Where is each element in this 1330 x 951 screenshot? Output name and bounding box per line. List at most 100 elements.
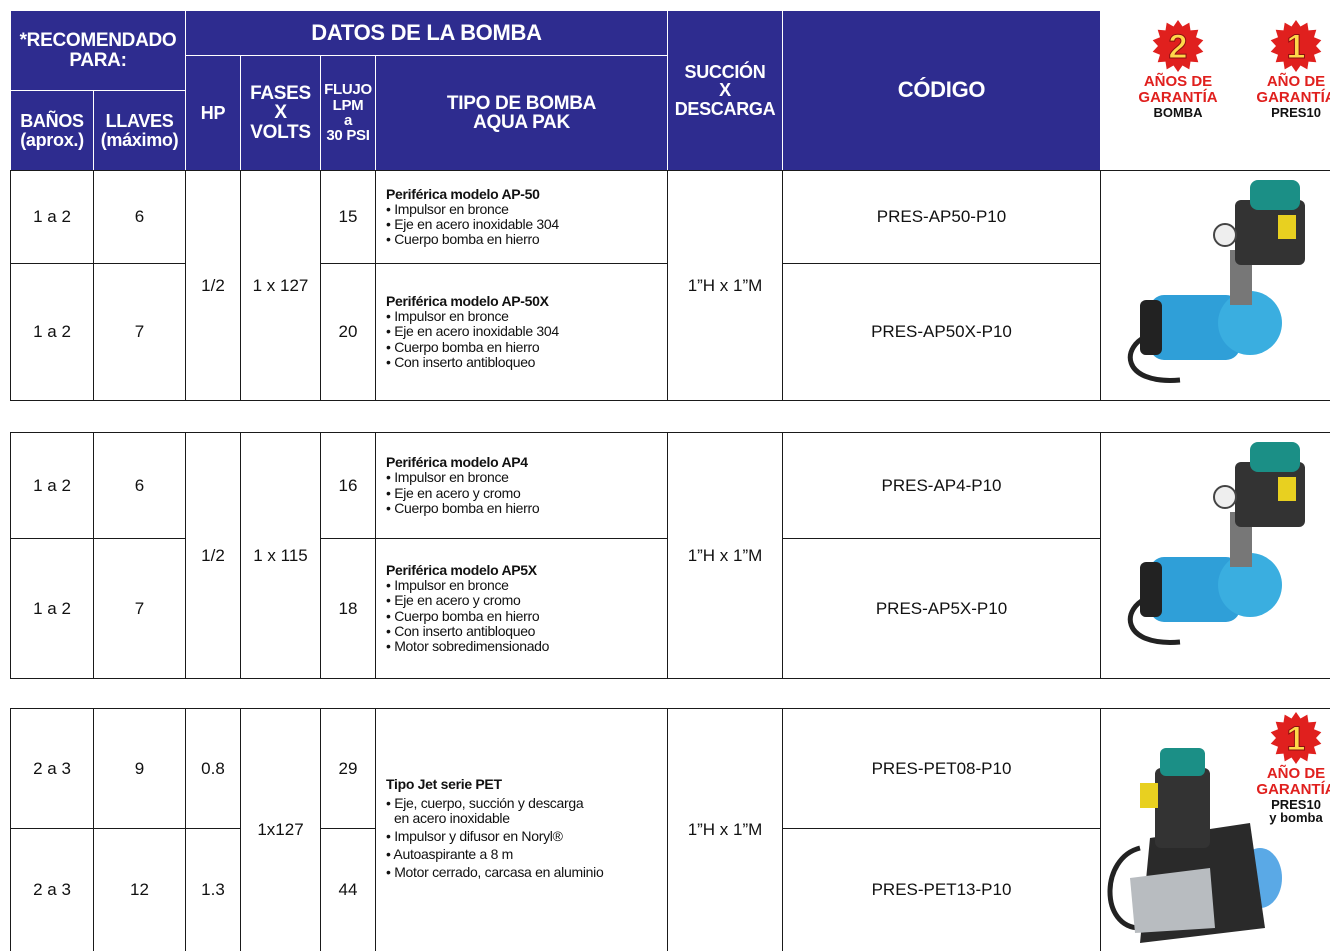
tipo-cell: Tipo Jet serie PET • Eje, cuerpo, succión… (375, 708, 668, 951)
badge-text: AÑO DE GARANTÍA (1256, 765, 1330, 798)
tipo-item: • Autoaspirante a 8 m (386, 846, 514, 863)
motor-cap (1140, 562, 1162, 617)
header-recomendado: *RECOMENDADO PARA: (10, 10, 186, 91)
badge-number: 2 (1169, 28, 1188, 66)
codigo-cell: PRES-AP50X-P10 (782, 263, 1101, 401)
tipo-item: • Eje en acero y cromo (386, 484, 521, 501)
llaves-cell: 9 (93, 708, 186, 829)
pump-steel (1130, 868, 1215, 933)
tipo-item: • Cuerpo bomba en hierro (386, 338, 540, 355)
tipo-title: Periférica modelo AP5X (386, 562, 537, 579)
flujo-cell: 20 (320, 263, 376, 401)
tipo-content: Tipo Jet serie PET • Eje, cuerpo, succión… (386, 775, 604, 884)
switch-label (1140, 783, 1158, 808)
llaves-cell: 7 (93, 538, 186, 679)
tipo-content: Periférica modelo AP5X • Impulsor en bron… (386, 563, 549, 654)
badge-star: 1 (1270, 20, 1322, 72)
warranty-badge: 1 AÑO DE GARANTÍA PRES10 y bomba (1236, 710, 1330, 825)
flujo-cell: 15 (320, 170, 376, 264)
pump-head (1218, 291, 1282, 355)
tipo-cell: Periférica modelo AP5X • Impulsor en bron… (375, 538, 668, 679)
codigo-cell: PRES-PET08-P10 (782, 708, 1101, 829)
tipo-item: • Eje en acero y cromo (386, 592, 521, 609)
banos-cell: 1 a 2 (10, 170, 94, 264)
flujo-cell: 18 (320, 538, 376, 679)
header-banos: BAÑOS (aprox.) (10, 90, 94, 171)
tipo-item: • Impulsor en bronce (386, 308, 509, 325)
pump-motor (1150, 557, 1240, 622)
fases-cell: 1 x 115 (240, 432, 321, 679)
tipo-item: • Impulsor en bronce (386, 200, 509, 217)
badge-text: AÑO DE GARANTÍA (1256, 73, 1330, 106)
banos-cell: 1 a 2 (10, 538, 94, 679)
tipo-title: Periférica modelo AP-50 (386, 185, 540, 202)
warranty-badge: 2 AÑOS DE GARANTÍA BOMBA (1118, 18, 1238, 119)
image-cell (1100, 708, 1330, 951)
hp-cell: 1.3 (185, 828, 241, 951)
banos-cell: 1 a 2 (10, 432, 94, 539)
badge-star: 2 (1152, 20, 1204, 72)
warranty-badge: 1 AÑO DE GARANTÍA PRES10 (1236, 18, 1330, 119)
tipo-item: • Cuerpo bomba en hierro (386, 607, 540, 624)
pump-image (1107, 748, 1282, 943)
hp-cell: 1/2 (185, 432, 241, 679)
header-codigo: CÓDIGO (782, 10, 1101, 171)
badge-sub: BOMBA (1153, 104, 1203, 120)
tipo-item: • Con inserto antibloqueo (386, 353, 536, 370)
tipo-content: Periférica modelo AP-50X • Impulsor en br… (386, 294, 559, 370)
succion-cell: 1”H x 1”M (667, 170, 783, 401)
switch-cover (1160, 748, 1205, 776)
tipo-title: Tipo Jet serie PET (386, 775, 502, 792)
badge-number: 1 (1287, 28, 1306, 66)
header-llaves: LLAVES (máximo) (93, 90, 186, 171)
flujo-cell: 29 (320, 708, 376, 829)
switch-label (1278, 477, 1296, 501)
flujo-cell: 44 (320, 828, 376, 951)
header-succion: SUCCIÓN X DESCARGA (667, 10, 783, 171)
fases-cell: 1x127 (240, 708, 321, 951)
star-shape (1270, 712, 1322, 764)
tipo-item: • Con inserto antibloqueo (386, 622, 536, 639)
pump-image (1127, 442, 1305, 645)
tipo-item: • Motor sobredimensionado (386, 637, 550, 654)
llaves-cell: 6 (93, 432, 186, 539)
pump-motor (1150, 295, 1240, 360)
codigo-cell: PRES-PET13-P10 (782, 828, 1101, 951)
switch-label (1278, 215, 1296, 239)
header-tipo: TIPO DE BOMBA AQUA PAK (375, 55, 668, 171)
tipo-item: • Eje en acero inoxidable 304 (386, 323, 559, 340)
badge-sub: PRES10 (1271, 104, 1321, 120)
tipo-item: • Impulsor y difusor en Noryl® (386, 828, 563, 844)
codigo-cell: PRES-AP4-P10 (782, 432, 1101, 539)
header-datos: DATOS DE LA BOMBA (185, 10, 668, 56)
motor-cap (1140, 300, 1162, 355)
header-fases: FASES X VOLTS (240, 55, 321, 171)
image-cell (1100, 170, 1330, 401)
succion-cell: 1”H x 1”M (667, 432, 783, 679)
llaves-cell: 12 (93, 828, 186, 951)
codigo-cell: PRES-AP5X-P10 (782, 538, 1101, 679)
tipo-title: Periférica modelo AP-50X (386, 293, 549, 310)
tipo-item: • Impulsor en bronce (386, 469, 509, 486)
star-shape (1270, 20, 1322, 72)
tipo-title: Periférica modelo AP4 (386, 454, 528, 471)
banos-cell: 1 a 2 (10, 263, 94, 401)
badge-text: AÑOS DE GARANTÍA (1138, 73, 1218, 106)
header-hp: HP (185, 55, 241, 171)
llaves-cell: 7 (93, 263, 186, 401)
tipo-item: • Impulsor en bronce (386, 577, 509, 594)
gauge (1213, 485, 1237, 509)
tipo-cell: Periférica modelo AP4 • Impulsor en bronc… (375, 432, 668, 539)
tipo-item: • Cuerpo bomba en hierro (386, 499, 540, 516)
banos-cell: 2 a 3 (10, 828, 94, 951)
badge-number: 1 (1287, 720, 1306, 758)
pump-cable (1107, 845, 1141, 931)
switch-cover (1250, 180, 1300, 210)
flujo-cell: 16 (320, 432, 376, 539)
switch-cover (1250, 442, 1300, 472)
llaves-cell: 6 (93, 170, 186, 264)
badge-sub: PRES10 y bomba (1269, 796, 1323, 826)
hp-cell: 0.8 (185, 708, 241, 829)
pump-image (1127, 180, 1305, 383)
